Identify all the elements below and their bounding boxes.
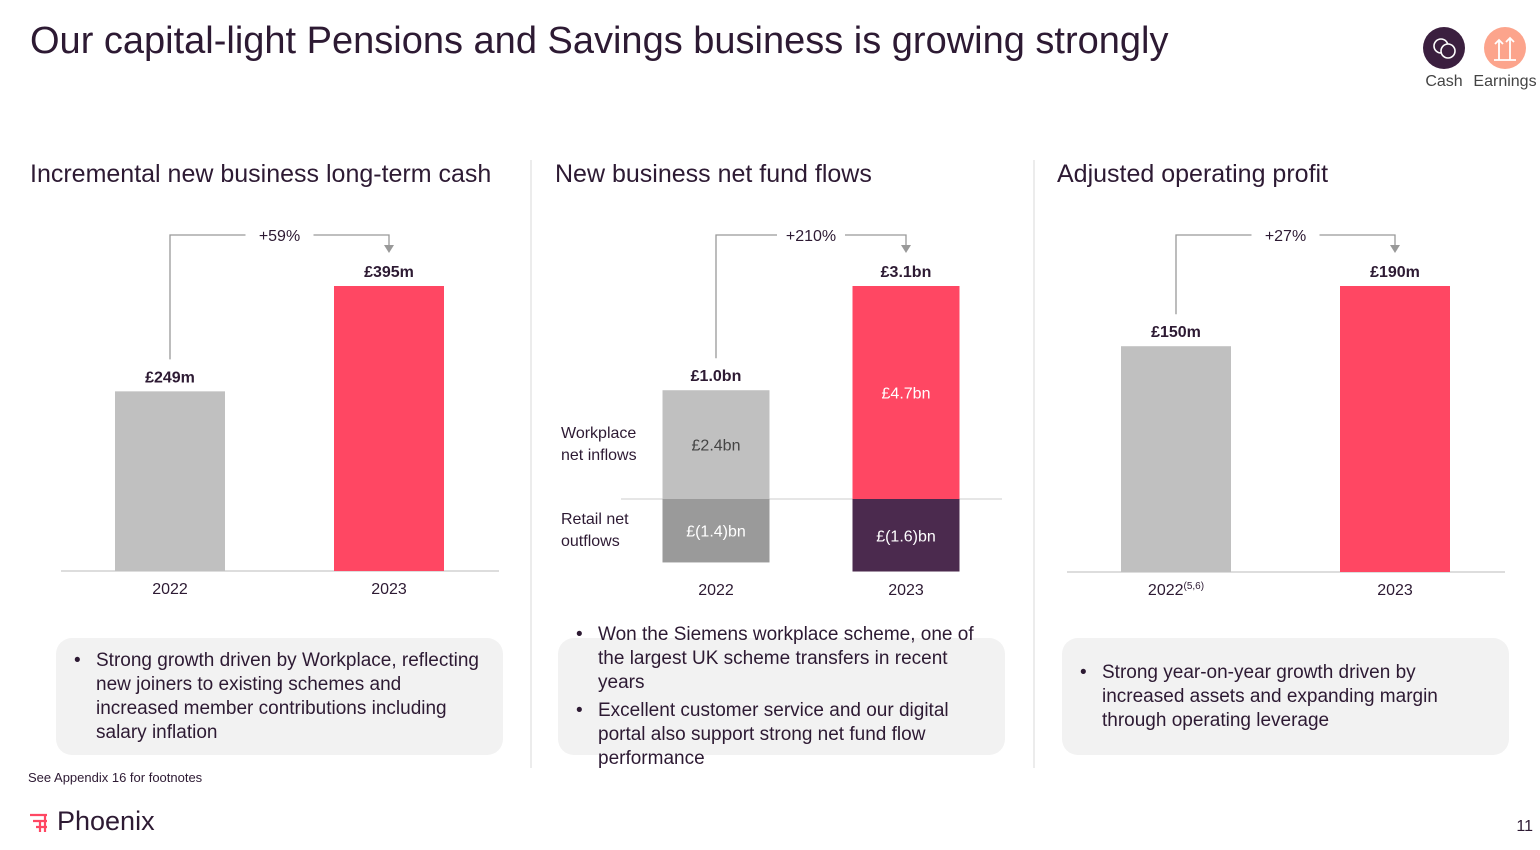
category-label: 2023	[371, 581, 407, 598]
earnings-icon-glyph	[1494, 36, 1516, 61]
icon-label: Earnings	[1473, 73, 1537, 90]
earnings-icon	[1484, 27, 1526, 69]
notes-box: Strong year-on-year growth driven by inc…	[1062, 638, 1509, 755]
growth-arrow	[1390, 245, 1400, 253]
logo-mark	[30, 813, 47, 832]
bar-segment	[662, 390, 770, 499]
chart-title: Adjusted operating profit	[1057, 160, 1329, 188]
total-label: £1.0bn	[691, 368, 742, 385]
bar	[115, 391, 225, 571]
notes-box: Won the Siemens workplace scheme, one of…	[558, 623, 1005, 769]
category-label: 2022	[152, 581, 188, 598]
bullet-note: Strong growth driven by Workplace, refle…	[74, 649, 483, 745]
segment-label: £4.7bn	[882, 386, 931, 403]
chart-title: Incremental new business long-term cash	[30, 160, 492, 188]
logo: Phoenix	[57, 806, 155, 836]
annotation-bg	[245, 224, 314, 246]
bullet-note: Strong year-on-year growth driven by inc…	[1080, 661, 1489, 733]
category-label: 2023	[888, 582, 924, 599]
growth-arrow	[901, 245, 911, 253]
bar-segment	[662, 499, 770, 563]
bar	[1121, 346, 1231, 572]
page-number: 11	[1516, 818, 1533, 835]
segment-label: £(1.4)bn	[686, 524, 746, 541]
value-label: £249m	[145, 369, 195, 386]
bullet-note: Won the Siemens workplace scheme, one of…	[576, 623, 985, 695]
slide-title: Our capital-light Pensions and Savings b…	[30, 20, 1169, 62]
bullet-note: Excellent customer service and our digit…	[576, 699, 985, 771]
bar-segment	[852, 286, 960, 499]
category-label: 2023	[1377, 582, 1413, 599]
growth-annotation: +27%	[1265, 228, 1306, 245]
footnote: See Appendix 16 for footnotes	[28, 770, 203, 785]
category-text: 2023	[371, 581, 407, 598]
category-footnote: (5,6)	[1184, 581, 1205, 592]
annotation-bg	[1251, 224, 1320, 246]
growth-arrow	[384, 245, 394, 253]
cash-icon-glyph	[1440, 43, 1456, 59]
value-label: £395m	[364, 264, 414, 281]
series-label: Retail net outflows	[561, 511, 629, 550]
growth-annotation: +210%	[786, 228, 836, 245]
bar	[334, 286, 444, 571]
category-text: 2022	[152, 581, 188, 598]
segment-label: £(1.6)bn	[876, 528, 936, 545]
chart-title: New business net fund flows	[555, 160, 872, 188]
growth-annotation: +59%	[259, 228, 300, 245]
bar-segment	[852, 499, 960, 572]
icon-label: Cash	[1425, 73, 1463, 90]
category-label: 2022	[698, 582, 734, 599]
series-label: Workplace net inflows	[561, 425, 637, 464]
value-label: £150m	[1151, 324, 1201, 341]
segment-label: £2.4bn	[692, 438, 741, 455]
notes-box: Strong growth driven by Workplace, refle…	[56, 638, 503, 755]
value-label: £190m	[1370, 264, 1420, 281]
total-label: £3.1bn	[881, 264, 932, 281]
category-label: 2022(5,6)	[1148, 581, 1204, 599]
bar	[1340, 286, 1450, 572]
annotation-bg	[777, 224, 845, 246]
category-text: 2023	[1377, 582, 1413, 599]
category-text: 2022	[1148, 582, 1184, 599]
